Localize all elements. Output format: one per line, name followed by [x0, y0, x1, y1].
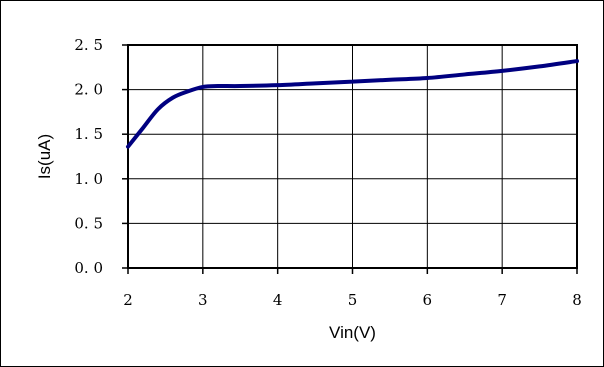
gridlines [128, 45, 577, 268]
x-tick-label: 8 [572, 291, 582, 309]
x-tick-label: 4 [273, 291, 283, 309]
y-tick-label: 0. 0 [74, 259, 103, 277]
y-tick-label: 2. 5 [74, 36, 103, 54]
y-axis-label: Is(uA) [35, 134, 54, 179]
y-tick-label: 0. 5 [74, 214, 103, 232]
y-tick-label: 1. 5 [74, 125, 103, 143]
y-tick-label: 2. 0 [74, 81, 103, 99]
y-tick-label: 1. 0 [74, 170, 103, 188]
x-tick-label: 2 [123, 291, 133, 309]
x-tick-label: 3 [198, 291, 208, 309]
x-axis-label: Vin(V) [329, 323, 376, 342]
axis-ticks: 0. 0 0. 5 1. 0 1. 5 2. 0 2. 5 2 3 4 5 6 7 8 [74, 36, 581, 309]
x-tick-label: 5 [348, 291, 358, 309]
x-tick-label: 7 [497, 291, 507, 309]
x-tick-label: 6 [423, 291, 433, 309]
series-layer [126, 59, 579, 149]
series-line-0 [126, 59, 579, 149]
